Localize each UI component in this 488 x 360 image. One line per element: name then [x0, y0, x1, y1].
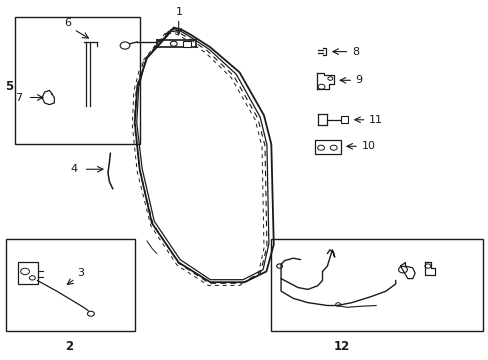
- Bar: [5, 239, 135, 330]
- Bar: [182, 41, 191, 46]
- Text: 11: 11: [368, 115, 382, 125]
- Bar: [15, 17, 140, 144]
- Text: 3: 3: [77, 267, 84, 278]
- Text: 6: 6: [64, 18, 71, 28]
- Text: 4: 4: [70, 164, 77, 174]
- Text: 10: 10: [361, 141, 375, 151]
- Bar: [340, 116, 347, 123]
- Text: 8: 8: [351, 46, 358, 57]
- Text: 9: 9: [355, 75, 362, 85]
- Bar: [315, 140, 340, 154]
- Text: 2: 2: [65, 339, 73, 352]
- Bar: [271, 239, 483, 330]
- Text: 7: 7: [16, 93, 22, 103]
- Text: 12: 12: [333, 339, 349, 352]
- Text: 1: 1: [176, 7, 183, 17]
- Bar: [18, 262, 38, 284]
- Text: 5: 5: [4, 80, 13, 93]
